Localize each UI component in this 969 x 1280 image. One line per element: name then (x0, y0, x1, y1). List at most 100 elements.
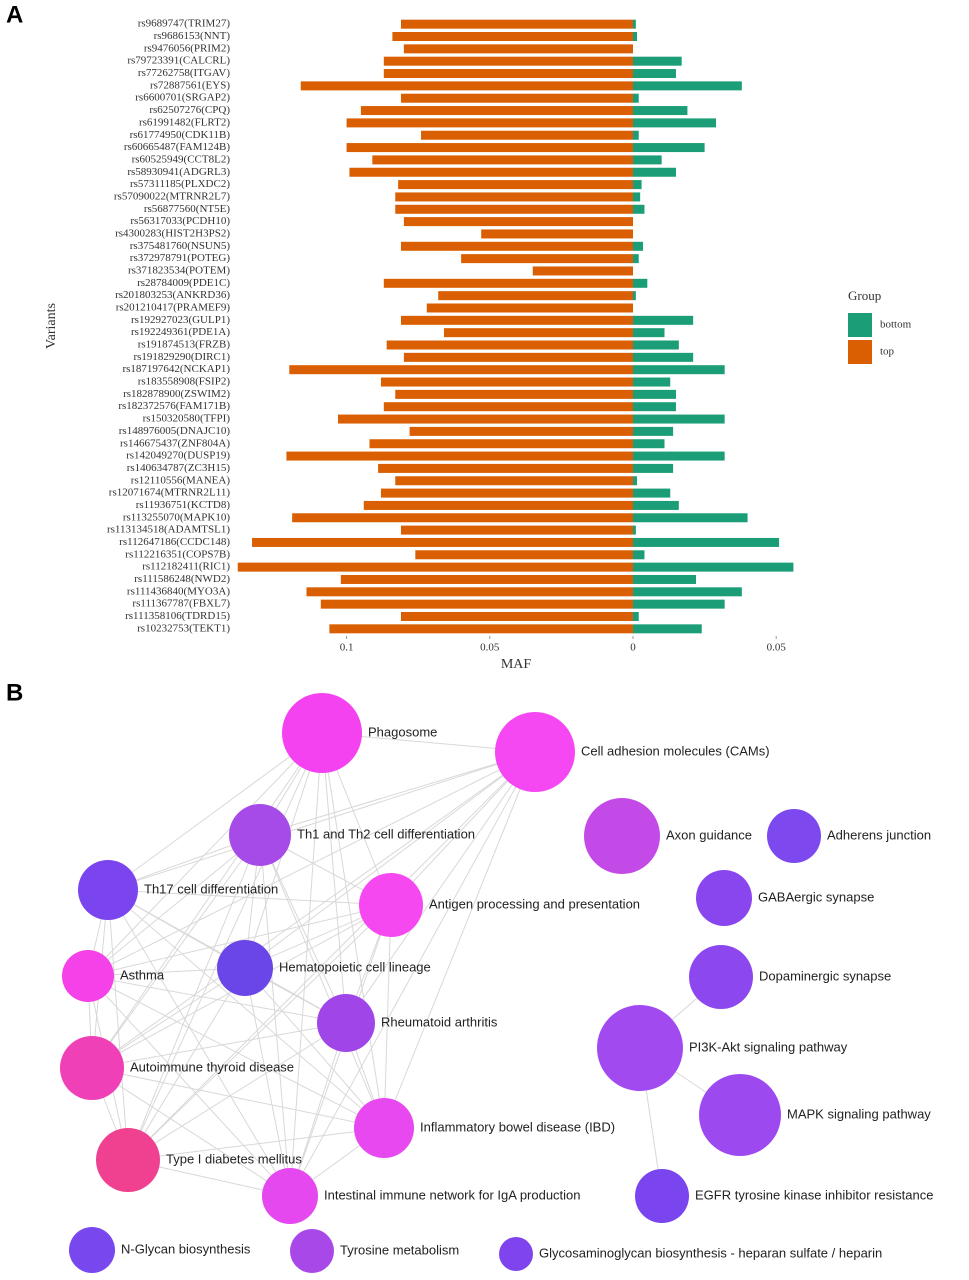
bar (633, 56, 682, 66)
bar (378, 463, 633, 473)
bar (363, 500, 633, 510)
bar (292, 513, 633, 523)
node (282, 693, 362, 773)
bar (372, 155, 633, 165)
bar (532, 266, 633, 276)
edge (87, 751, 536, 977)
node (699, 1074, 781, 1156)
bar (633, 488, 671, 498)
bar (633, 340, 679, 350)
bar (633, 143, 705, 153)
y-tick-label: rs61774950(CDK11B) (130, 129, 231, 141)
x-tick-label: 0 (630, 642, 636, 654)
bar (383, 69, 633, 79)
bar (400, 19, 633, 29)
y-tick-label: rs201803253(ANKRD36) (115, 289, 230, 301)
x-tick-label: 0.1 (340, 642, 354, 654)
edge (91, 751, 536, 1069)
x-tick-label: 0.05 (480, 642, 500, 654)
node-label: Th1 and Th2 cell differentiation (297, 826, 475, 841)
legend-swatch (848, 340, 872, 364)
node-label: Inflammatory bowel disease (IBD) (420, 1119, 615, 1134)
bar (633, 155, 662, 165)
y-tick-label: rs4300283(HIST2H3PS2) (115, 227, 230, 239)
bar (400, 525, 633, 535)
bar (633, 611, 639, 621)
bar (633, 204, 645, 214)
edge (87, 975, 291, 1197)
node-label: N-Glycan biosynthesis (121, 1241, 251, 1256)
node (62, 950, 114, 1002)
bar (329, 624, 633, 634)
y-tick-label: rs9689747(TRIM27) (138, 18, 231, 30)
bar (340, 574, 633, 584)
y-tick-label: rs112647186(CCDC148) (119, 536, 230, 548)
bar (633, 550, 645, 560)
y-tick-label: rs191829290(DIRC1) (133, 351, 230, 363)
legend-label: top (880, 346, 895, 358)
node-label: Adherens junction (827, 827, 931, 842)
edge (289, 732, 323, 1197)
bar (400, 93, 633, 103)
edge (383, 904, 392, 1129)
node-label: Axon guidance (666, 827, 752, 842)
y-tick-label: rs12071674(MTRNR2L11) (109, 487, 231, 499)
y-tick-label: rs140634787(ZC3H15) (127, 462, 231, 474)
bar (395, 389, 633, 399)
y-tick-label: rs201210417(PRAMEF9) (116, 302, 231, 314)
edge (127, 1022, 347, 1161)
bar (409, 426, 633, 436)
bar (633, 365, 725, 375)
bar (346, 143, 633, 153)
bar (395, 204, 633, 214)
bar (403, 44, 633, 54)
y-tick-label: rs192249361(PDE1A) (131, 326, 230, 338)
bar (633, 81, 742, 91)
edge (289, 1022, 347, 1197)
edge (127, 904, 392, 1161)
node (217, 940, 273, 996)
edge (91, 834, 261, 1069)
node (317, 994, 375, 1052)
bar (398, 180, 633, 190)
bar (633, 106, 688, 116)
y-tick-label: rs61991482(FLRT2) (139, 116, 230, 128)
bar (349, 167, 633, 177)
bar (360, 106, 633, 116)
edge (107, 732, 323, 891)
bar (633, 180, 642, 190)
y-axis-label: Variants (44, 303, 59, 349)
node-label: Glycosaminoglycan biosynthesis - heparan… (539, 1245, 882, 1260)
bar (461, 254, 633, 264)
edge (127, 751, 536, 1161)
panel-label: A (6, 1, 23, 28)
bar (633, 599, 725, 609)
y-tick-label: rs146675437(ZNF804A) (120, 437, 230, 449)
node (69, 1227, 115, 1273)
x-tick-label: 0.05 (767, 642, 787, 654)
bar (403, 352, 633, 362)
edge (259, 751, 536, 836)
y-tick-label: rs113134518(ADAMTSL1) (107, 524, 230, 536)
bar (633, 291, 636, 301)
bar (633, 414, 725, 424)
legend-label: bottom (880, 319, 912, 331)
bar (380, 377, 633, 387)
y-tick-label: rs12110556(MANEA) (131, 474, 231, 486)
y-tick-label: rs72887561(EYS) (150, 79, 230, 91)
edge (91, 1067, 385, 1129)
edge (259, 834, 347, 1024)
bar (633, 574, 697, 584)
bar (633, 278, 648, 288)
legend-title: Group (848, 288, 881, 303)
y-tick-label: rs112216351(COPS7B) (125, 548, 230, 560)
y-tick-label: rs113255070(MAPK10) (123, 511, 230, 523)
edge (127, 1127, 385, 1161)
bar (633, 118, 717, 128)
y-tick-label: rs9686153(NNT) (154, 30, 231, 42)
bar (633, 192, 641, 202)
node-label: GABAergic synapse (758, 889, 874, 904)
bar (289, 365, 633, 375)
bar (633, 19, 636, 29)
